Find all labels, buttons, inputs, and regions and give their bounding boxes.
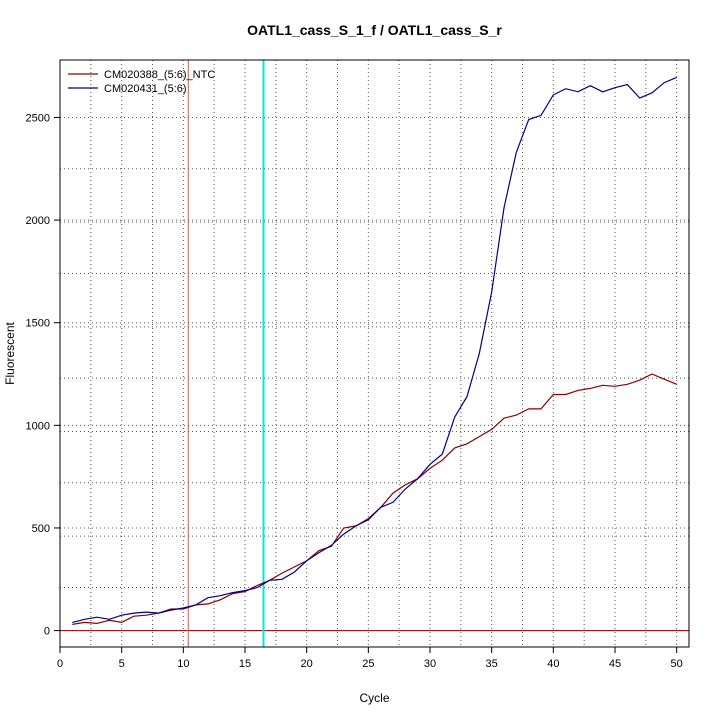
plot-frame bbox=[59, 59, 690, 648]
x-tick-label: 15 bbox=[239, 658, 251, 670]
y-tick-label: 1000 bbox=[26, 420, 50, 432]
legend: CM020388_(5:6)_NTC CM020431_(5:6) bbox=[68, 69, 215, 95]
legend-label-1: CM020388_(5:6)_NTC bbox=[104, 69, 215, 81]
legend-label-2: CM020431_(5:6) bbox=[104, 83, 187, 95]
reference-lines bbox=[60, 60, 689, 647]
y-tick-label: 1500 bbox=[26, 318, 50, 330]
x-tick-label: 30 bbox=[424, 658, 436, 670]
x-tick-label: 20 bbox=[301, 658, 313, 670]
y-axis-label: Fluorescent bbox=[3, 321, 17, 384]
x-tick-label: 50 bbox=[671, 658, 683, 670]
x-tick-label: 5 bbox=[119, 658, 125, 670]
chart-title: OATL1_cass_S_1_f / OATL1_cass_S_r bbox=[247, 22, 502, 38]
series-layer bbox=[72, 76, 677, 625]
x-axis-label: Cycle bbox=[359, 691, 389, 705]
x-tick-label: 35 bbox=[486, 658, 498, 670]
x-tick-label: 25 bbox=[362, 658, 374, 670]
y-tick-label: 0 bbox=[44, 626, 50, 638]
y-tick-label: 2500 bbox=[26, 112, 50, 124]
x-tick-label: 0 bbox=[57, 658, 63, 670]
y-tick-label: 2000 bbox=[26, 215, 50, 227]
x-tick-label: 40 bbox=[547, 658, 559, 670]
grid-layer bbox=[60, 60, 689, 647]
series-line-1 bbox=[72, 373, 677, 625]
series-line-2 bbox=[72, 76, 677, 623]
x-tick-label: 45 bbox=[609, 658, 621, 670]
y-tick-label: 500 bbox=[32, 523, 50, 535]
x-tick-label: 10 bbox=[177, 658, 189, 670]
